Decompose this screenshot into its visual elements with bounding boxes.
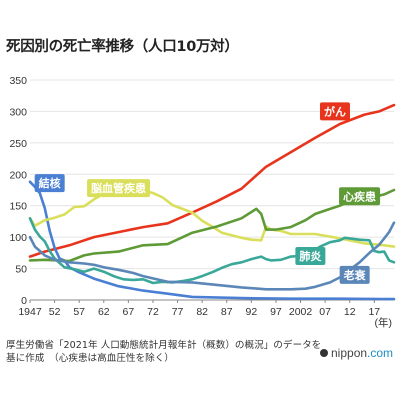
x-tick-label: 1947 [18, 306, 42, 318]
series-label-badge-3 [339, 187, 381, 206]
x-tick-label: 57 [73, 306, 85, 318]
series-label-4: 肺炎 [299, 249, 321, 263]
source-line-2: 基に作成 （心疾患は高血圧性を除く） [6, 353, 174, 364]
source-line-1: 厚生労働省「2021年 人口動態統計月報年計（概数）の概況」のデータを [6, 340, 322, 351]
y-tick-label: 200 [9, 169, 27, 181]
series-label-badge-5 [339, 265, 370, 284]
x-tick-label: 82 [196, 306, 208, 318]
x-tick-label: 72 [147, 306, 159, 318]
brand-dot-icon [320, 349, 328, 357]
y-tick-label: 350 [9, 75, 27, 87]
series-label-2: 脳血管疾患 [91, 181, 146, 195]
x-tick-label: 52 [49, 306, 61, 318]
x-tick-label: 97 [270, 306, 282, 318]
x-tick-label: 07 [319, 306, 331, 318]
x-tick-label: 2002 [289, 306, 313, 318]
brand-name: nippon [331, 346, 368, 360]
series-line-5 [28, 221, 396, 291]
y-tick-label: 150 [9, 201, 27, 213]
series-label-badge-4 [295, 247, 326, 265]
x-unit-label: (年) [375, 316, 393, 329]
series-label-badge-1 [34, 174, 65, 193]
x-tick-label: 17 [368, 306, 380, 318]
series-line-4 [28, 217, 396, 285]
x-tick-label: 77 [172, 306, 184, 318]
brand-logo: nippon.com [320, 346, 393, 360]
series-line-1 [28, 180, 396, 301]
series-label-badge-0 [319, 102, 350, 121]
source-note: 厚生労働省「2021年 人口動態統計月報年計（概数）の概況」のデータを 基に作成… [6, 339, 321, 365]
series-label-1: 結核 [39, 176, 61, 190]
y-tick-label: 50 [15, 264, 27, 276]
y-tick-label: 100 [9, 232, 27, 244]
series-label-3: 心疾患 [343, 189, 376, 203]
chart-title: 死因別の死亡率推移（人口10万対） [6, 39, 239, 55]
x-tick-label: 12 [344, 306, 356, 318]
x-tick-label: 67 [123, 306, 135, 318]
series-label-badge-2 [87, 179, 151, 198]
y-tick-label: 0 [21, 295, 27, 307]
series-line-0 [28, 103, 396, 258]
series-line-2 [28, 188, 396, 248]
series-label-5: 老衰 [343, 268, 367, 282]
y-tick-label: 300 [9, 106, 27, 118]
y-tick-label: 250 [9, 138, 27, 150]
series-label-0: がん [324, 104, 346, 118]
x-tick-label: 92 [246, 306, 258, 318]
brand-domain: .com [367, 346, 394, 360]
x-tick-label: 87 [221, 306, 233, 318]
x-tick-label: 62 [98, 306, 110, 318]
